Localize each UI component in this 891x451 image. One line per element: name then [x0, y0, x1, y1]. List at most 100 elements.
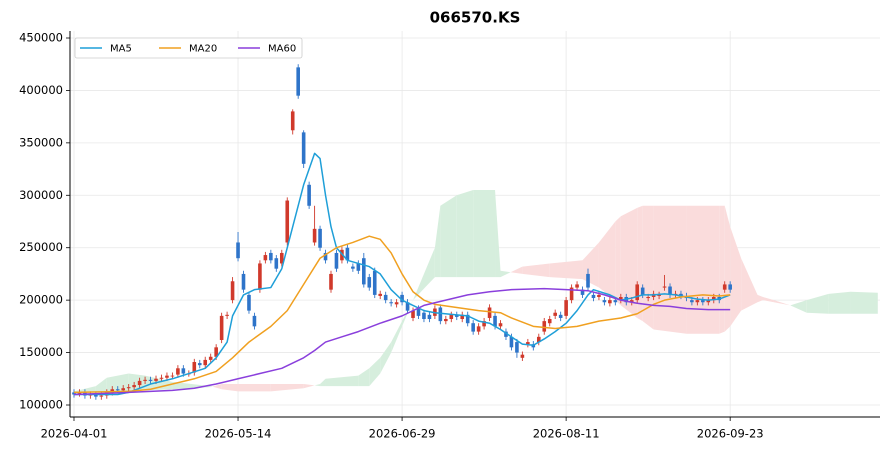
cloud-segment — [522, 263, 550, 278]
cloud-segment — [358, 368, 370, 387]
candle-body — [72, 392, 76, 395]
candle-body — [351, 266, 355, 269]
candle-body — [613, 300, 618, 303]
candle-body — [230, 281, 235, 301]
candle-body — [143, 379, 147, 381]
cloud-segment — [642, 205, 654, 330]
cloud-segment — [456, 190, 474, 278]
ichimoku-cloud — [73, 190, 878, 394]
candle-body — [301, 132, 306, 164]
candle-body — [706, 300, 711, 303]
candle-body — [126, 387, 131, 389]
candle-body — [252, 315, 257, 327]
candle-body — [394, 302, 399, 305]
candle-body — [575, 284, 579, 288]
cloud-segment — [762, 297, 774, 303]
candle-body — [323, 252, 328, 261]
candle-body — [465, 314, 470, 324]
candle-body — [225, 314, 229, 316]
x-tick-label: 2026-09-23 — [697, 427, 764, 441]
candle-body — [728, 284, 732, 290]
candle-body — [520, 354, 525, 358]
candle-body — [444, 319, 448, 322]
candle-body — [94, 394, 98, 397]
candle-body — [274, 258, 279, 269]
cloud-segment — [582, 242, 599, 288]
cloud-segment — [653, 205, 687, 334]
ma-line — [73, 287, 731, 396]
cloud-segment — [238, 384, 271, 392]
candle-body — [356, 263, 361, 271]
candle-body — [591, 294, 596, 299]
cloud-segment — [686, 205, 720, 334]
cloud-segment — [210, 386, 213, 388]
ma-line — [73, 235, 731, 394]
cloud-segment — [303, 384, 315, 389]
candle-body — [454, 314, 459, 317]
candles — [72, 64, 732, 400]
candle-body — [334, 252, 339, 269]
cloud-segment — [221, 384, 239, 392]
cloud-segment — [325, 375, 359, 387]
candle-body — [471, 323, 475, 332]
candle-body — [422, 312, 426, 320]
cloud-segment — [806, 293, 829, 314]
cloud-segment — [620, 207, 638, 318]
candle-body — [597, 294, 601, 297]
candle-body — [662, 286, 667, 288]
candle-body — [536, 336, 541, 343]
cloud-segment — [757, 294, 763, 303]
candle-body — [362, 258, 366, 285]
candle-body — [580, 289, 585, 295]
candle-body — [258, 263, 262, 290]
candle-body — [498, 323, 503, 327]
candle-body — [383, 294, 388, 301]
candle-body — [159, 377, 164, 379]
candle-body — [148, 379, 153, 381]
candle-body — [553, 312, 557, 316]
candle-body — [214, 347, 218, 357]
candle-body — [449, 314, 454, 320]
cloud-segment — [500, 270, 511, 278]
candle-body — [290, 111, 295, 131]
candle-body — [586, 273, 590, 288]
x-tick-label: 2026-04-01 — [41, 427, 108, 441]
x-tick-label: 2026-08-11 — [533, 427, 600, 441]
legend-label: MA60 — [268, 44, 296, 55]
y-tick-label: 400000 — [19, 83, 63, 97]
cloud-segment — [741, 258, 758, 311]
candle-body — [192, 362, 197, 373]
candle-body — [296, 67, 300, 96]
candle-body — [679, 293, 683, 296]
candle-body — [137, 380, 142, 386]
candle-body — [690, 300, 694, 303]
cloud-segment — [850, 291, 878, 314]
cloud-segment — [440, 195, 457, 278]
candle-body — [438, 307, 443, 322]
candle-body — [181, 368, 186, 374]
cloud-segment — [549, 260, 583, 280]
candle-body — [170, 375, 175, 377]
candle-body — [372, 270, 377, 295]
candle-body — [558, 314, 563, 318]
candle-body — [285, 200, 290, 243]
candle-body — [542, 321, 547, 332]
candle-body — [487, 307, 492, 318]
candle-body — [405, 302, 410, 311]
candle-body — [547, 319, 552, 324]
candle-body — [165, 375, 169, 378]
candle-body — [367, 277, 372, 288]
candle-body — [427, 314, 432, 320]
legend-label: MA20 — [189, 44, 217, 55]
candle-body — [635, 284, 640, 301]
candle-body — [318, 228, 322, 248]
candle-body — [389, 302, 393, 304]
candle-body — [400, 294, 404, 303]
cloud-segment — [598, 221, 616, 301]
candle-body — [176, 368, 180, 375]
candle-body — [312, 228, 317, 243]
candle-body — [378, 293, 383, 296]
candle-body — [219, 315, 224, 340]
candle-body — [329, 273, 333, 290]
cloud-segment — [730, 226, 742, 327]
